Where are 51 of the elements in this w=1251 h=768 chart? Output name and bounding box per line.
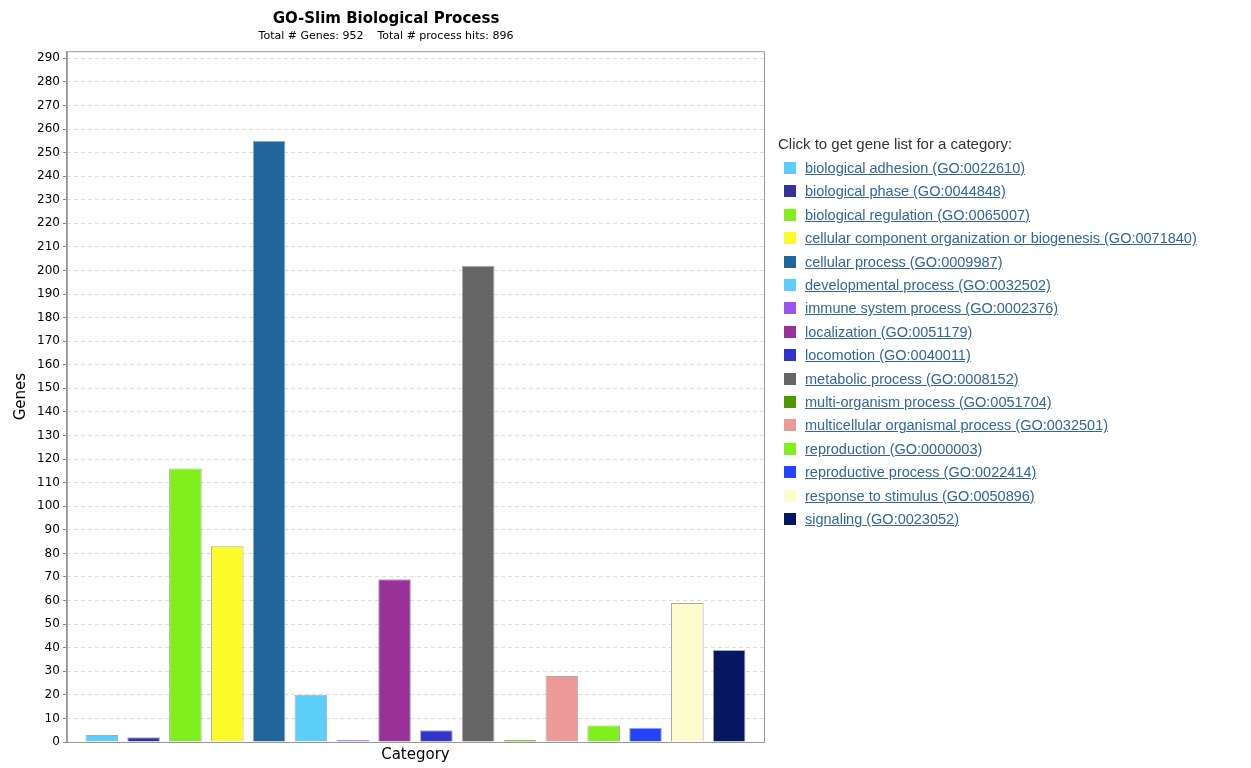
- legend-label: reproduction (GO:0000003): [805, 440, 983, 457]
- y-tick-label: 50: [44, 616, 60, 631]
- y-tick-label: 260: [37, 121, 60, 136]
- legend-label: developmental process (GO:0032502): [805, 277, 1051, 294]
- legend-label: cellular component organization or biogenesis (GO:0071840): [805, 230, 1197, 247]
- y-tick-label: 270: [37, 97, 60, 112]
- legend-label: locomotion (GO:0040011): [805, 347, 971, 364]
- chart-subtitle: Total # Genes: 952 Total # process hits: 896: [257, 29, 514, 43]
- legend-label: multi-organism process (GO:0051704): [805, 393, 1052, 410]
- y-tick-label: 250: [37, 144, 60, 159]
- legend-label: biological phase (GO:0044848): [805, 183, 1006, 200]
- chart-title: GO-Slim Biological Process: [272, 8, 500, 27]
- legend-label: metabolic process (GO:0008152): [805, 370, 1019, 387]
- y-tick-label: 90: [44, 521, 60, 536]
- y-tick-label: 200: [37, 262, 60, 277]
- y-tick-label: 290: [37, 50, 60, 65]
- y-tick-label: 220: [37, 215, 60, 230]
- y-tick-label: 110: [37, 474, 60, 489]
- legend-label: reproductive process (GO:0022414): [805, 464, 1037, 481]
- legend-label: response to stimulus (GO:0050896): [805, 487, 1035, 504]
- y-tick-label: 190: [37, 286, 60, 301]
- legend-label: multicellular organismal process (GO:0032501): [805, 417, 1109, 434]
- y-tick-label: 80: [44, 545, 60, 560]
- legend-label: biological adhesion (GO:0022610): [805, 160, 1026, 177]
- y-tick-label: 150: [37, 380, 60, 395]
- y-tick-label: 10: [44, 710, 60, 725]
- y-tick-label: 60: [44, 592, 60, 607]
- y-tick-label: 130: [37, 427, 60, 442]
- y-tick-label: 140: [37, 404, 60, 419]
- y-tick-label: 160: [37, 356, 60, 371]
- legend-label: localization (GO:0051179): [805, 323, 973, 340]
- y-tick-label: 120: [37, 451, 60, 466]
- y-tick-label: 210: [37, 239, 60, 254]
- y-tick-label: 30: [44, 663, 60, 678]
- y-tick-label: 230: [37, 191, 60, 206]
- legend-label: signaling (GO:0023052): [805, 510, 959, 527]
- y-tick-label: 0: [52, 734, 60, 749]
- y-tick-label: 180: [37, 309, 60, 324]
- y-tick-label: 70: [44, 569, 60, 584]
- y-tick-label: 20: [44, 686, 60, 701]
- y-axis-title: Genes: [10, 372, 29, 421]
- y-tick-label: 240: [37, 168, 60, 183]
- legend-label: biological regulation (GO:0065007): [805, 206, 1030, 223]
- legend-title: Click to get gene list for a category:: [778, 135, 1014, 153]
- legend-label: cellular process (GO:0009987): [805, 253, 1003, 270]
- legend-label: immune system process (GO:0002376): [805, 300, 1059, 317]
- y-tick-label: 100: [37, 498, 60, 513]
- y-tick-label: 170: [37, 333, 60, 348]
- x-axis-title: Category: [381, 744, 450, 763]
- y-tick-label: 280: [37, 73, 60, 88]
- y-tick-label: 40: [44, 639, 60, 654]
